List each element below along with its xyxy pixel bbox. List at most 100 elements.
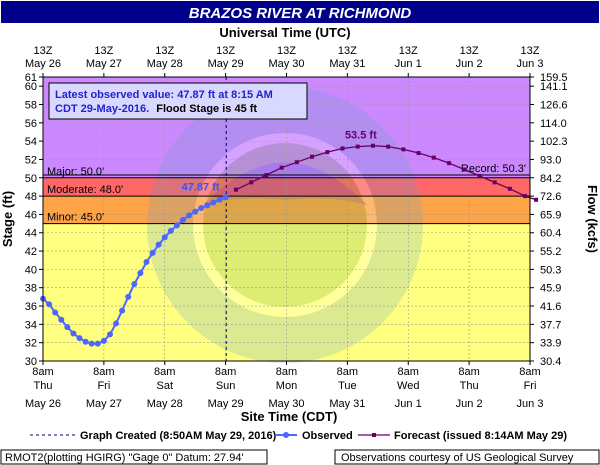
top-tick-date: Jun 3 bbox=[517, 58, 544, 70]
top-tick-date: Jun 2 bbox=[456, 58, 483, 70]
title-bar bbox=[1, 1, 599, 23]
observed-point bbox=[131, 281, 138, 288]
right-axis-ticks: 30.4 33.9 37.7 41.6 45.9 50.3 55.2 60.4 65.9 72.6… bbox=[530, 72, 568, 368]
legend-graph-created: Graph Created (8:50AM May 29, 2016) bbox=[80, 430, 277, 442]
bottom-tick-date: May 26 bbox=[25, 398, 61, 410]
left-tick-label: 36 bbox=[25, 301, 37, 313]
bottom-tick-day: Wed bbox=[397, 380, 419, 392]
observed-point bbox=[161, 234, 168, 241]
chart-title: BRAZOS RIVER AT RICHMOND bbox=[189, 5, 412, 22]
right-tick-label: 102.3 bbox=[540, 136, 568, 148]
forecast-point bbox=[233, 187, 238, 192]
svg-text:CDT 29-May-2016. Flood: CDT 29-May-2016. Flood Stage is 45 ft bbox=[55, 103, 257, 115]
left-tick-label: 30 bbox=[25, 356, 37, 368]
left-tick-label: 46 bbox=[25, 209, 37, 221]
footer-datum: RMOT2(plotting HGIRG) "Gage 0" Datum: 27… bbox=[5, 452, 244, 464]
observed-point bbox=[149, 249, 156, 256]
plot-area: Major: 50.0' Moderate: 48.0' Minor: 45.0' R… bbox=[40, 76, 539, 363]
top-tick-label: 13Z bbox=[277, 45, 296, 57]
observed-point bbox=[137, 270, 144, 277]
bottom-tick-day: Sun bbox=[216, 380, 236, 392]
legend-forecast: Forecast (issued 8:14AM May 29) bbox=[394, 430, 567, 442]
bottom-tick-time: 8am bbox=[32, 366, 53, 378]
left-tick-label: 58 bbox=[25, 99, 37, 111]
bottom-tick-time: 8am bbox=[398, 366, 419, 378]
observed-point bbox=[106, 331, 113, 338]
left-tick-label: 42 bbox=[25, 246, 37, 258]
right-tick-label: 65.9 bbox=[540, 209, 561, 221]
flood-stage-labels: Major: 50.0' Moderate: 48.0' Minor: 45.0' R… bbox=[47, 163, 526, 224]
top-tick-label: 13Z bbox=[155, 45, 174, 57]
latest-observed-annotation: Latest observed value: 47.87 ft at 8:15 … bbox=[48, 82, 308, 120]
right-tick-label: 45.9 bbox=[540, 283, 561, 295]
right-tick-label: 33.9 bbox=[540, 338, 561, 350]
forecast-point bbox=[431, 155, 436, 160]
record-stage-label: Record: 50.3' bbox=[461, 163, 526, 175]
forecast-point bbox=[370, 143, 375, 148]
right-tick-label: 84.2 bbox=[540, 173, 561, 185]
observed-point bbox=[82, 338, 89, 345]
top-tick-label: 13Z bbox=[338, 45, 357, 57]
observed-point bbox=[64, 324, 71, 331]
bottom-tick-date: May 30 bbox=[268, 398, 304, 410]
left-tick-label: 34 bbox=[25, 319, 37, 331]
observed-point bbox=[180, 216, 187, 223]
flood-stage-lines bbox=[43, 174, 530, 225]
bottom-tick-date: Jun 1 bbox=[395, 398, 422, 410]
annotation-line-1: Latest observed value: 47.87 ft at 8:15 … bbox=[55, 89, 273, 101]
bottom-tick-time: 8am bbox=[519, 366, 540, 378]
observed-point bbox=[88, 340, 95, 347]
bottom-tick-time: 8am bbox=[215, 366, 236, 378]
observed-point bbox=[113, 320, 120, 327]
left-axis-title: Stage (ft) bbox=[0, 191, 15, 247]
observed-point bbox=[210, 199, 217, 206]
right-tick-label: 72.6 bbox=[540, 191, 561, 203]
right-tick-label: 141.1 bbox=[540, 81, 568, 93]
bottom-tick-time: 8am bbox=[154, 366, 175, 378]
right-tick-label: 50.3 bbox=[540, 264, 561, 276]
left-tick-label: 61 bbox=[25, 72, 37, 84]
forecast-point bbox=[340, 146, 345, 151]
bottom-axis-title: Site Time (CDT) bbox=[241, 409, 338, 424]
bottom-tick-day: Fri bbox=[524, 380, 537, 392]
bottom-tick-date: May 29 bbox=[208, 398, 244, 410]
forecast-point bbox=[523, 194, 528, 199]
left-tick-label: 54 bbox=[25, 136, 37, 148]
bottom-tick-date: Jun 2 bbox=[456, 398, 483, 410]
left-tick-label: 50 bbox=[25, 173, 37, 185]
annotation-line-2b: Flood Stage is 45 ft bbox=[156, 103, 257, 115]
forecast-point bbox=[355, 144, 360, 149]
observed-point bbox=[70, 330, 77, 337]
bottom-tick-date: May 27 bbox=[86, 398, 122, 410]
legend-observed: Observed bbox=[302, 430, 353, 442]
right-tick-label: 114.0 bbox=[540, 118, 567, 130]
top-tick-date: May 28 bbox=[147, 58, 183, 70]
bottom-tick-day: Tue bbox=[338, 380, 357, 392]
observed-point bbox=[76, 335, 83, 342]
observed-point bbox=[143, 259, 150, 266]
left-tick-label: 56 bbox=[25, 118, 37, 130]
bottom-tick-day: Mon bbox=[276, 380, 297, 392]
bottom-tick-date: May 28 bbox=[147, 398, 183, 410]
left-tick-label: 44 bbox=[25, 228, 37, 240]
top-tick-date: May 30 bbox=[268, 58, 304, 70]
forecast-series-points bbox=[233, 143, 539, 202]
observed-point bbox=[58, 316, 65, 323]
bottom-axis-ticks: 8am Thu May 26 8am Fri May 27 8am Sat May 28 8am S… bbox=[25, 361, 543, 410]
right-tick-label: 55.2 bbox=[540, 246, 561, 258]
top-tick-label: 13Z bbox=[521, 45, 540, 57]
bottom-tick-day: Sat bbox=[156, 380, 173, 392]
left-tick-label: 32 bbox=[25, 338, 37, 350]
observed-point bbox=[52, 309, 59, 316]
footer-right-box bbox=[334, 449, 600, 465]
right-tick-label: 126.6 bbox=[540, 99, 568, 111]
forecast-point bbox=[492, 180, 497, 185]
footer-courtesy: Observations courtesy of US Geological S… bbox=[341, 452, 574, 464]
forecast-point bbox=[279, 165, 284, 170]
right-tick-label: 93.0 bbox=[540, 154, 561, 166]
forecast-point bbox=[310, 154, 315, 159]
right-tick-label: 41.6 bbox=[540, 301, 561, 313]
right-tick-label: 60.4 bbox=[540, 228, 561, 240]
stage-label-minor: Minor: 45.0' bbox=[47, 212, 104, 224]
